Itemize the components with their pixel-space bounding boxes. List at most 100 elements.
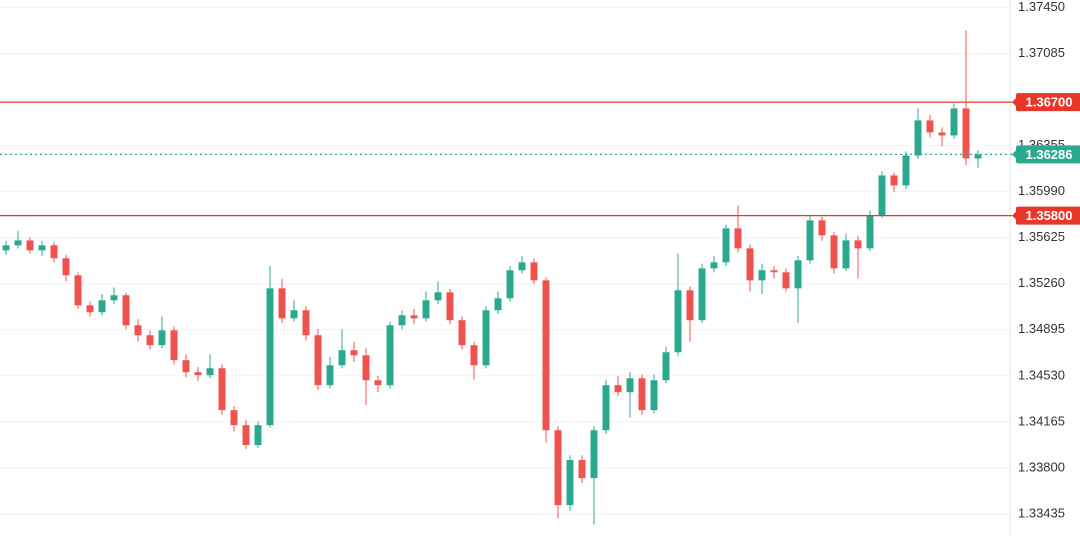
candle-body <box>626 378 634 393</box>
y-tick-label: 1.35990 <box>1018 183 1065 198</box>
y-tick-label: 1.34895 <box>1018 321 1065 336</box>
candle-body <box>434 292 442 301</box>
candle-body <box>506 270 514 299</box>
candle-body <box>14 240 22 246</box>
price-tag-label: 1.35800 <box>1026 208 1073 223</box>
candle-body <box>590 430 598 479</box>
y-tick-label: 1.35625 <box>1018 229 1065 244</box>
candle-body <box>866 215 874 249</box>
candle-body <box>614 385 622 393</box>
candle-body <box>878 175 886 216</box>
candle-body <box>86 305 94 313</box>
candle-body <box>650 380 658 411</box>
candle-body <box>38 245 46 251</box>
candle-body <box>902 155 910 186</box>
price-tag-arrow <box>1012 149 1017 160</box>
candle-body <box>398 315 406 326</box>
candle-body <box>302 310 310 336</box>
candle-body <box>530 262 538 281</box>
candle-body <box>374 380 382 386</box>
candle-body <box>710 262 718 269</box>
candle-body <box>482 310 490 366</box>
candle-body <box>314 335 322 386</box>
candle-body <box>134 325 142 336</box>
candle-body <box>806 220 814 261</box>
candle-body <box>794 260 802 289</box>
candle-body <box>746 248 754 281</box>
candle-body <box>842 240 850 269</box>
candle-body <box>782 272 790 289</box>
price-tag-arrow <box>1012 97 1017 108</box>
candle-body <box>410 315 418 319</box>
candle-body <box>674 290 682 353</box>
candle-body <box>122 295 130 326</box>
candle-body <box>854 240 862 249</box>
candle-body <box>518 262 526 271</box>
candle-body <box>950 108 958 136</box>
candle-body <box>938 132 946 136</box>
candle-body <box>494 298 502 311</box>
candle-body <box>254 425 262 446</box>
candle-body <box>98 300 106 313</box>
price-tag-label: 1.36700 <box>1026 95 1073 110</box>
candle-body <box>26 240 34 251</box>
candle-body <box>470 345 478 366</box>
candle-body <box>170 330 178 361</box>
candle-body <box>230 410 238 426</box>
price-tag-label: 1.36286 <box>1026 147 1073 162</box>
y-tick-label: 1.37085 <box>1018 45 1065 60</box>
candle-body <box>242 425 250 446</box>
y-tick-label: 1.34165 <box>1018 413 1065 428</box>
candle-body <box>74 275 82 306</box>
candle-body <box>362 355 370 381</box>
candle-body <box>338 350 346 366</box>
candle-body <box>890 175 898 186</box>
y-tick-label: 1.37450 <box>1018 0 1065 14</box>
candle-body <box>722 228 730 263</box>
price-tag <box>1016 206 1080 225</box>
candle-body <box>758 270 766 281</box>
candle-body <box>266 288 274 426</box>
candle-body <box>158 330 166 346</box>
candle-body <box>974 154 982 159</box>
candle-body <box>110 295 118 301</box>
candle-body <box>962 108 970 159</box>
candle-body <box>662 352 670 381</box>
candle-body <box>914 120 922 156</box>
candle-body <box>578 460 586 479</box>
candle-body <box>686 290 694 321</box>
candle-body <box>218 368 226 411</box>
candle-body <box>554 430 562 506</box>
price-tag <box>1016 145 1080 164</box>
candle-body <box>2 245 10 251</box>
candle-body <box>446 292 454 321</box>
price-tag-arrow <box>1012 210 1017 221</box>
candle-body <box>638 378 646 411</box>
y-tick-label: 1.33435 <box>1018 505 1065 520</box>
candle-body <box>734 228 742 249</box>
y-tick-label: 1.33800 <box>1018 459 1065 474</box>
y-tick-label: 1.35260 <box>1018 275 1065 290</box>
candle-body <box>326 365 334 386</box>
candle-body <box>182 360 190 373</box>
y-tick-label: 1.34530 <box>1018 367 1065 382</box>
candle-body <box>422 300 430 319</box>
candle-body <box>194 372 202 376</box>
candle-body <box>566 460 574 506</box>
candle-body <box>602 385 610 431</box>
candle-body <box>698 268 706 321</box>
candle-body <box>926 120 934 133</box>
candle-body <box>206 368 214 376</box>
candle-body <box>542 280 550 431</box>
candle-body <box>278 288 286 319</box>
candle-body <box>290 310 298 319</box>
candle-body <box>146 335 154 346</box>
candle-body <box>830 235 838 269</box>
candle-body <box>818 220 826 236</box>
candle-body <box>50 245 58 259</box>
candle-body <box>62 258 70 276</box>
price-tag <box>1016 93 1080 112</box>
candle-body <box>770 270 778 273</box>
candle-body <box>350 350 358 356</box>
